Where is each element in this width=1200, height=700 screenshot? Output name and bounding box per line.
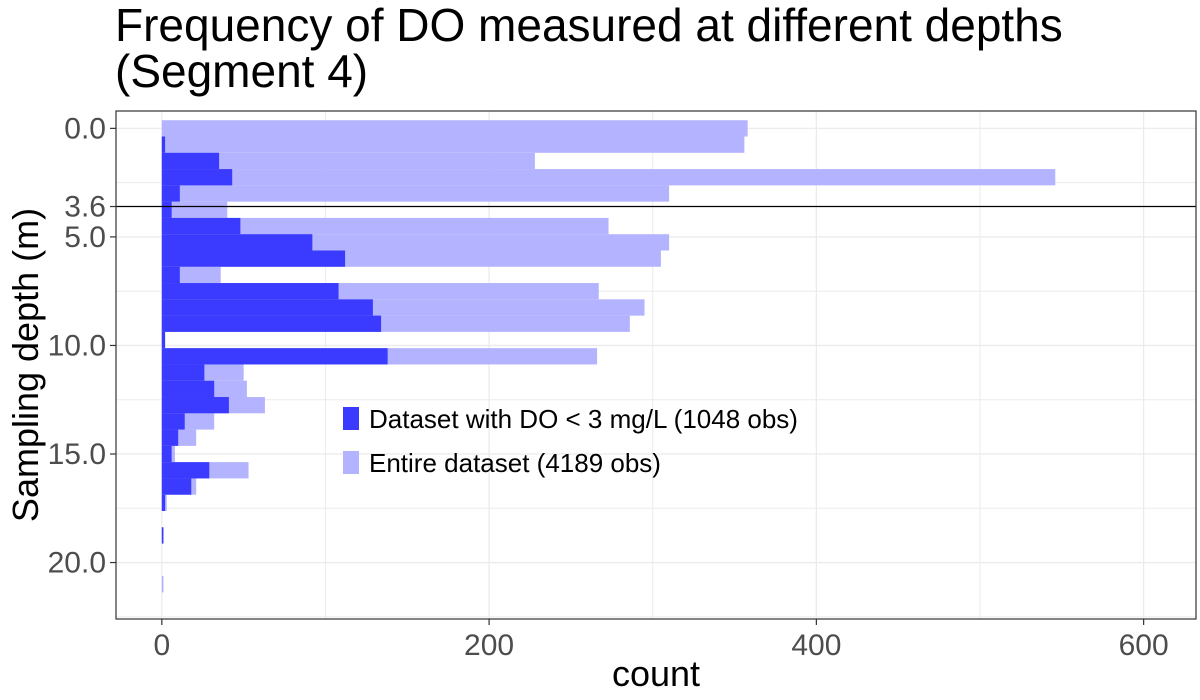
x-tick-label: 600 xyxy=(1119,629,1169,662)
x-axis-title: count xyxy=(612,653,700,694)
x-tick-label: 400 xyxy=(791,629,841,662)
y-tick-label: 20.0 xyxy=(48,547,106,580)
plot-border xyxy=(115,110,1197,620)
bar-do-below-3 xyxy=(161,250,346,267)
bar-entire-dataset xyxy=(161,217,609,235)
bar-entire-dataset xyxy=(161,576,164,593)
bar-do-below-3 xyxy=(161,201,172,218)
bar-do-below-3 xyxy=(161,169,233,186)
bar-do-below-3 xyxy=(161,185,180,202)
bar-do-below-3 xyxy=(161,266,180,284)
bar-do-below-3 xyxy=(161,331,166,349)
legend-label: Dataset with DO < 3 mg/L (1048 obs) xyxy=(369,404,798,434)
bar-do-below-3 xyxy=(161,299,373,316)
bar-do-below-3 xyxy=(161,364,205,381)
y-tick-label: 10.0 xyxy=(48,329,106,362)
bar-do-below-3 xyxy=(161,494,166,511)
bar-do-below-3 xyxy=(161,217,241,235)
chart-title: Frequency of DO measured at different de… xyxy=(115,2,1195,94)
bar-entire-dataset xyxy=(161,169,1056,186)
x-tick-label: 0 xyxy=(153,629,170,662)
bar-do-below-3 xyxy=(161,527,164,544)
bar-do-below-3 xyxy=(161,413,185,430)
bar-entire-dataset xyxy=(161,120,748,137)
y-tick-label: 15.0 xyxy=(48,438,106,471)
y-tick-label: 3.6 xyxy=(64,191,106,224)
y-axis-title: Sampling depth (m) xyxy=(5,208,46,522)
y-tick-label: 5.0 xyxy=(64,221,106,254)
y-tick-label: 0.0 xyxy=(64,112,106,145)
legend-label: Entire dataset (4189 obs) xyxy=(369,448,661,478)
bar-do-below-3 xyxy=(161,478,192,495)
bar-entire-dataset xyxy=(161,136,745,153)
x-tick-label: 200 xyxy=(464,629,514,662)
bar-do-below-3 xyxy=(161,397,229,414)
legend-swatch xyxy=(343,407,359,430)
bar-do-below-3 xyxy=(161,380,215,398)
bar-do-below-3 xyxy=(161,348,388,365)
bar-entire-dataset xyxy=(161,185,670,202)
bar-entire-dataset xyxy=(161,201,228,218)
bar-do-below-3 xyxy=(161,152,220,170)
legend-swatch xyxy=(343,451,359,474)
bar-do-below-3 xyxy=(161,429,179,446)
bar-do-below-3 xyxy=(161,315,382,332)
bar-do-below-3 xyxy=(161,445,172,463)
bar-do-below-3 xyxy=(161,462,210,479)
title-line-2: (Segment 4) xyxy=(115,45,369,97)
title-line-1: Frequency of DO measured at different de… xyxy=(115,0,1063,51)
bar-do-below-3 xyxy=(161,283,339,300)
bar-entire-dataset xyxy=(161,152,535,170)
bar-do-below-3 xyxy=(161,234,313,251)
bar-do-below-3 xyxy=(161,136,166,153)
